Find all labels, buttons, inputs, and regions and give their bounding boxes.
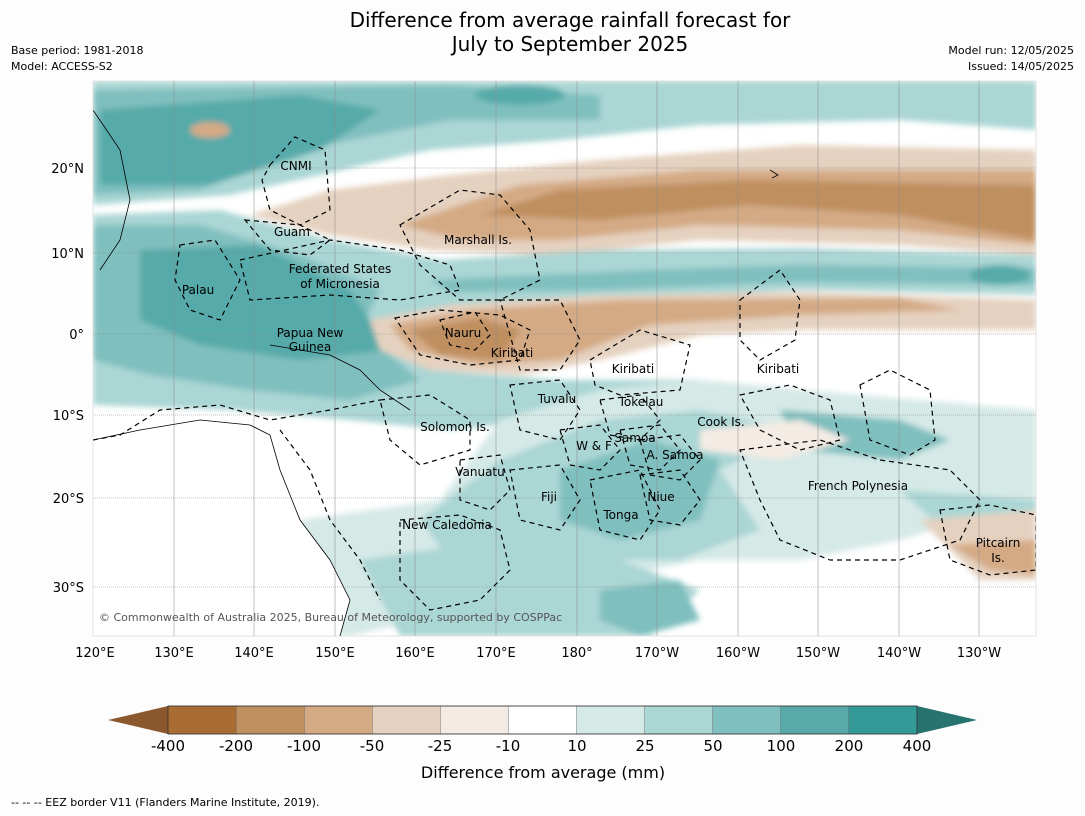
issued-date: Issued: 14/05/2025 — [967, 60, 1074, 73]
region-labels: CNMI Guam Marshall Is. Federated States … — [182, 159, 1020, 565]
lon-label-180: 180° — [561, 646, 592, 661]
eez-boundaries — [93, 136, 1036, 611]
meta-left: Base period: 1981-2018 Model: ACCESS-S2 — [11, 43, 143, 75]
label-palau: Palau — [182, 283, 214, 297]
rainfall-anomaly-field — [93, 81, 1036, 636]
colorbar: -400 -200 -100 -50 -25 -10 10 25 50 100 … — [108, 705, 977, 782]
colorbar-box — [780, 705, 850, 735]
colorbar-box — [848, 705, 918, 735]
colorbar-title: Difference from average (mm) — [421, 763, 665, 782]
lon-label-140w: 140°W — [877, 646, 921, 661]
label-png-line1: Papua New — [277, 326, 344, 340]
label-fsm-line2: of Micronesia — [300, 277, 380, 291]
base-period: Base period: 1981-2018 — [11, 44, 144, 57]
lon-label-150e: 150°E — [315, 646, 355, 661]
lat-label-10s: 10°S — [53, 409, 84, 424]
label-kiribati-west: Kiribati — [491, 346, 533, 360]
cb-label-neg10: -10 — [496, 737, 521, 755]
label-fiji: Fiji — [541, 490, 557, 504]
title-line-2: July to September 2025 — [451, 32, 689, 56]
colorbar-under-arrow — [108, 706, 168, 734]
label-tuvalu: Tuvalu — [537, 392, 577, 406]
title-line-1: Difference from average rainfall forecas… — [349, 8, 791, 32]
colorbar-box — [712, 705, 782, 735]
label-samoa: Samoa — [614, 431, 655, 445]
colorbar-tick-labels: -400 -200 -100 -50 -25 -10 10 25 50 100 … — [151, 737, 931, 755]
lat-label-30s: 30°S — [53, 581, 84, 596]
colorbar-box — [167, 705, 237, 735]
copyright-notice: © Commonwealth of Australia 2025, Bureau… — [99, 611, 562, 624]
label-tokelau: Tokelau — [618, 395, 664, 409]
lat-label-10n: 10°N — [51, 247, 84, 262]
label-cnmi: CNMI — [280, 159, 311, 173]
model-run: Model run: 12/05/2025 — [948, 44, 1074, 57]
label-new-caledonia: New Caledonia — [402, 518, 492, 532]
cb-label-25: 25 — [635, 737, 654, 755]
lon-label-140e: 140°E — [234, 646, 274, 661]
colorbar-boxes — [167, 705, 918, 735]
label-kiribati-east: Kiribati — [757, 362, 799, 376]
colorbar-box — [372, 705, 442, 735]
meta-right: Model run: 12/05/2025 Issued: 14/05/2025 — [948, 43, 1074, 75]
lon-label-130e: 130°E — [154, 646, 194, 661]
lon-label-160w: 160°W — [716, 646, 760, 661]
eez-legend-note: -- -- -- EEZ border V11 (Flanders Marine… — [11, 796, 320, 809]
map-frame — [92, 80, 1037, 637]
label-fsm-line1: Federated States — [289, 262, 391, 276]
cb-label-10: 10 — [567, 737, 586, 755]
label-vanuatu: Vanuatu — [455, 465, 505, 479]
coastlines — [93, 109, 779, 636]
cb-label-50: 50 — [703, 737, 722, 755]
model-name: Model: ACCESS-S2 — [11, 60, 113, 73]
colorbar-box — [235, 705, 305, 735]
lon-label-160e: 160°E — [395, 646, 435, 661]
map-title: Difference from average rainfall forecas… — [0, 8, 1085, 56]
colorbar-outline — [167, 705, 918, 735]
label-marshall-is: Marshall Is. — [444, 233, 512, 247]
label-guam: Guam — [274, 225, 310, 239]
label-wallis-futuna: W & F — [576, 439, 612, 453]
label-png-line2: Guinea — [289, 340, 332, 354]
lat-label-20s: 20°S — [53, 492, 84, 507]
cb-label-neg400: -400 — [151, 737, 185, 755]
label-nauru: Nauru — [445, 326, 481, 340]
label-french-polynesia: French Polynesia — [808, 479, 908, 493]
cb-label-200: 200 — [835, 737, 864, 755]
colorbar-box — [576, 705, 646, 735]
label-kiribati-central: Kiribati — [612, 362, 654, 376]
cb-label-neg200: -200 — [219, 737, 253, 755]
label-pitcairn-line2: Is. — [991, 551, 1005, 565]
latitude-labels: 20°N 10°N 0° 10°S 20°S 30°S — [51, 162, 84, 596]
label-solomon-is: Solomon Is. — [420, 420, 490, 434]
cb-label-400: 400 — [903, 737, 932, 755]
cb-label-neg50: -50 — [360, 737, 385, 755]
colorbar-box — [440, 705, 510, 735]
cb-label-neg100: -100 — [287, 737, 321, 755]
label-niue: Niue — [647, 490, 674, 504]
colorbar-box — [644, 705, 714, 735]
longitude-labels: 120°E 130°E 140°E 150°E 160°E 170°E 180°… — [75, 646, 1001, 661]
lon-label-130w: 130°W — [957, 646, 1001, 661]
lon-label-150w: 150°W — [796, 646, 840, 661]
label-pitcairn-line1: Pitcairn — [976, 536, 1021, 550]
cb-label-neg25: -25 — [428, 737, 453, 755]
graticule — [93, 81, 1036, 636]
colorbar-box — [303, 705, 373, 735]
label-cook-is: Cook Is. — [697, 415, 744, 429]
label-tonga: Tonga — [602, 508, 638, 522]
colorbar-box — [508, 705, 578, 735]
cb-label-100: 100 — [767, 737, 796, 755]
lon-label-170w: 170°W — [635, 646, 679, 661]
lon-label-120e: 120°E — [75, 646, 115, 661]
colorbar-over-arrow — [917, 706, 977, 734]
lat-label-0: 0° — [69, 328, 84, 343]
label-american-samoa: A. Samoa — [647, 448, 704, 462]
lon-label-170e: 170°E — [476, 646, 516, 661]
lat-label-20n: 20°N — [51, 162, 84, 177]
